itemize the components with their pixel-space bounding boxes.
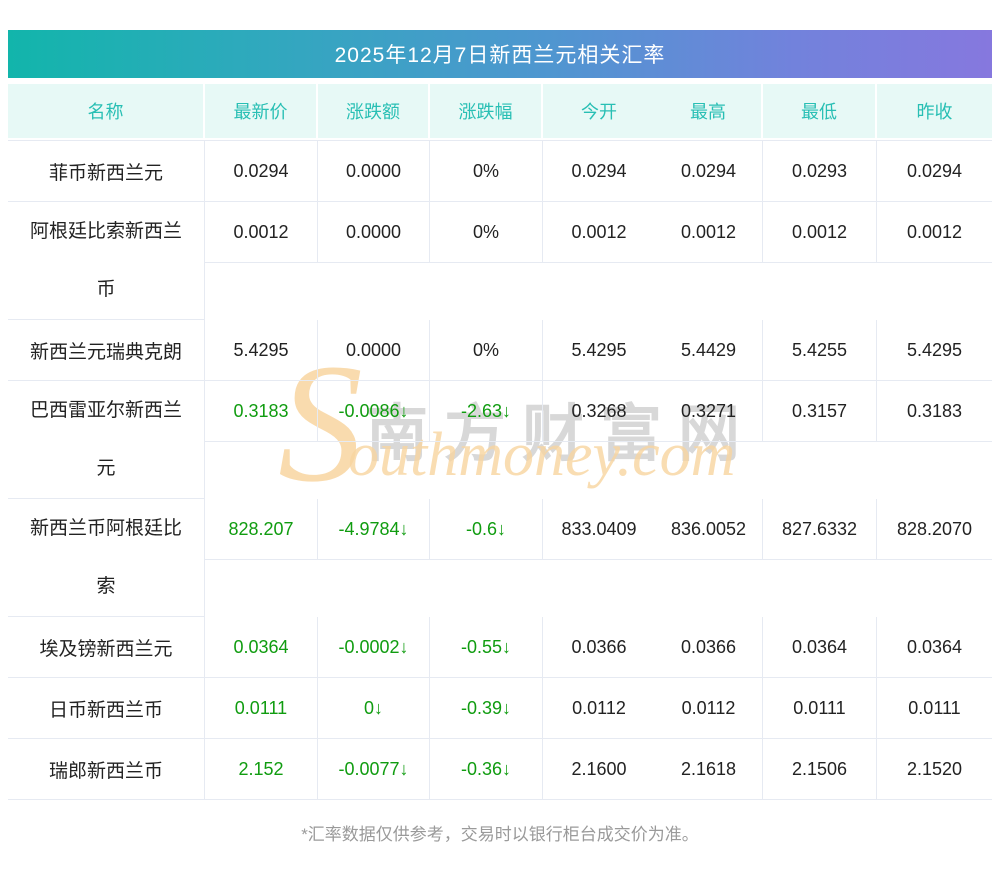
open-cell: 5.4295 [571, 339, 627, 360]
column-header-high: 最高 [655, 84, 763, 138]
prev-close-cell: 0.0111 [908, 697, 961, 718]
pair-name-cell: 新西兰币阿根廷比索 [8, 499, 205, 617]
change-cell: -0.0077↓ [318, 739, 430, 799]
column-header-name: 名称 [8, 84, 205, 138]
pair-name-cell: 菲币新西兰元 [8, 141, 205, 202]
latest-price-cell: 0.0294 [205, 141, 318, 201]
change-cell: 0↓ [318, 678, 430, 738]
latest-price-cell: 828.207 [205, 499, 318, 559]
change-pct-cell: -0.6↓ [430, 499, 543, 559]
column-header-change-pct: 涨跌幅 [430, 84, 543, 138]
low-cell: 0.0364 [763, 617, 877, 677]
table-header-row: 名称 最新价 涨跌额 涨跌幅 今开 最高 最低 昨收 [8, 84, 992, 138]
change-cell: -0.0002↓ [318, 617, 430, 677]
prev-close-cell: 0.0364 [906, 636, 963, 657]
pair-name-cell: 埃及镑新西兰元 [8, 617, 205, 678]
low-cell: 0.0012 [763, 202, 877, 262]
high-cell: 2.1618 [655, 739, 763, 799]
pair-name-cell: 日币新西兰币 [8, 678, 205, 739]
low-cell: 0.0111 [763, 678, 877, 738]
high-cell: 0.0012 [655, 202, 763, 262]
column-header-change: 涨跌额 [318, 84, 430, 138]
pair-name-cell: 新西兰元瑞典克朗 [8, 320, 205, 381]
change-cell: 0.0000 [318, 320, 430, 380]
high-cell: 836.0052 [655, 499, 763, 559]
high-cell: 0.0112 [655, 678, 763, 738]
table-row: 菲币新西兰元 0.0294 0.0000 0% 0.0294 0.0294 0.… [8, 141, 992, 202]
change-pct-cell: -2.63↓ [430, 381, 543, 441]
open-cell: 0.0012 [571, 221, 627, 242]
page-title: 2025年12月7日新西兰元相关汇率 [334, 44, 666, 67]
table-row: 瑞郎新西兰币 2.152 -0.0077↓ -0.36↓ 2.1600 2.16… [8, 739, 992, 800]
change-pct-cell: 0% [430, 141, 543, 201]
prev-close-cell: 0.0012 [906, 221, 963, 242]
open-cell: 0.0294 [571, 160, 627, 181]
pair-name-cell: 阿根廷比索新西兰币 [8, 202, 205, 320]
change-cell: -0.0086↓ [318, 381, 430, 441]
latest-price-cell: 5.4295 [205, 320, 318, 380]
open-cell: 0.0112 [572, 697, 626, 718]
latest-price-cell: 0.0364 [205, 617, 318, 677]
column-header-low: 最低 [763, 84, 877, 138]
table-row: 埃及镑新西兰元 0.0364 -0.0002↓ -0.55↓ 0.0366 0.… [8, 617, 992, 678]
low-cell: 827.6332 [763, 499, 877, 559]
change-cell: 0.0000 [318, 141, 430, 201]
table-row: 新西兰元瑞典克朗 5.4295 0.0000 0% 5.4295 5.4429 … [8, 320, 992, 381]
change-pct-cell: -0.39↓ [430, 678, 543, 738]
change-pct-cell: -0.55↓ [430, 617, 543, 677]
low-cell: 0.0293 [763, 141, 877, 201]
open-cell: 0.3268 [571, 400, 627, 421]
pair-name-cell: 瑞郎新西兰币 [8, 739, 205, 800]
prev-close-cell: 0.0294 [906, 160, 963, 181]
change-pct-cell: -0.36↓ [430, 739, 543, 799]
table-row: 新西兰币阿根廷比索 828.207 -4.9784↓ -0.6↓ 833.040… [8, 499, 992, 617]
low-cell: 0.3157 [763, 381, 877, 441]
table-row: 阿根廷比索新西兰币 0.0012 0.0000 0% 0.0012 0.0012… [8, 202, 992, 320]
prev-close-cell: 0.3183 [906, 400, 963, 421]
footnote: *汇率数据仅供参考，交易时以银行柜台成交价为准。 [301, 825, 699, 844]
latest-price-cell: 2.152 [205, 739, 318, 799]
low-cell: 5.4255 [763, 320, 877, 380]
prev-close-cell: 5.4295 [906, 339, 963, 360]
column-header-prev-close: 昨收 [916, 102, 953, 122]
high-cell: 0.0366 [655, 617, 763, 677]
high-cell: 5.4429 [655, 320, 763, 380]
change-cell: 0.0000 [318, 202, 430, 262]
latest-price-cell: 0.3183 [205, 381, 318, 441]
table-body: 菲币新西兰元 0.0294 0.0000 0% 0.0294 0.0294 0.… [8, 140, 992, 800]
prev-close-cell: 2.1520 [906, 758, 963, 779]
table-row: 日币新西兰币 0.0111 0↓ -0.39↓ 0.0112 0.0112 0.… [8, 678, 992, 739]
pair-name-cell: 巴西雷亚尔新西兰元 [8, 381, 205, 499]
high-cell: 0.0294 [655, 141, 763, 201]
open-cell: 2.1600 [571, 758, 627, 779]
high-cell: 0.3271 [655, 381, 763, 441]
open-cell: 0.0366 [571, 636, 627, 657]
low-cell: 2.1506 [763, 739, 877, 799]
column-header-latest: 最新价 [205, 84, 318, 138]
change-cell: -4.9784↓ [318, 499, 430, 559]
column-header-open: 今开 [581, 102, 617, 122]
table-title-bar: 2025年12月7日新西兰元相关汇率 [8, 30, 992, 78]
latest-price-cell: 0.0111 [205, 678, 318, 738]
open-cell: 833.0409 [561, 518, 637, 539]
table-row: 巴西雷亚尔新西兰元 0.3183 -0.0086↓ -2.63↓ 0.3268 … [8, 381, 992, 499]
change-pct-cell: 0% [430, 202, 543, 262]
latest-price-cell: 0.0012 [205, 202, 318, 262]
prev-close-cell: 828.2070 [896, 518, 973, 539]
change-pct-cell: 0% [430, 320, 543, 380]
